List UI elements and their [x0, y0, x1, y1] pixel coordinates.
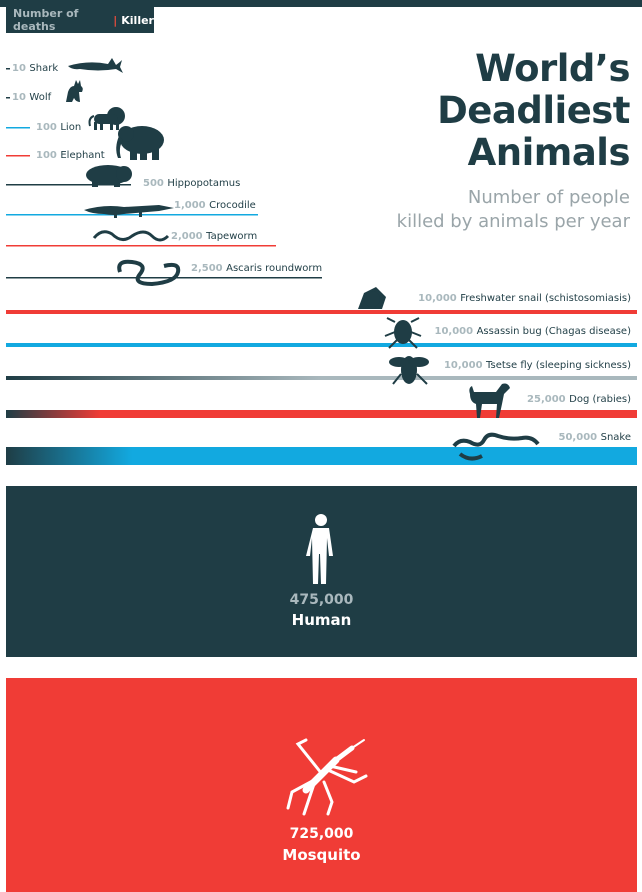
human-name-label: Human: [291, 611, 352, 629]
category-label: Elephant: [60, 150, 104, 161]
mosquito-value-label: 725,000: [289, 826, 354, 842]
page-subtitle: Number of people killed by animals per y…: [397, 186, 630, 234]
bar-label-snail: 10,000 Freshwater snail (schistosomiasis…: [418, 293, 631, 304]
bar-label-tsetse-fly: 10,000 Tsetse fly (sleeping sickness): [444, 360, 631, 371]
title-line-2: Deadliest: [437, 89, 630, 132]
value-label: 1,000: [174, 200, 209, 211]
category-label: Dog (rabies): [569, 394, 631, 405]
category-label: Freshwater snail (schistosomiasis): [460, 293, 631, 304]
dog-icon: [469, 383, 510, 418]
value-label: 25,000: [527, 394, 569, 405]
hippopotamus-icon: [86, 165, 132, 187]
value-label: 10,000: [435, 326, 477, 337]
category-label: Wolf: [29, 92, 51, 103]
bar-crocodile: [6, 214, 258, 216]
bar-elephant: [6, 155, 30, 157]
category-label: Ascaris roundworm: [226, 263, 322, 274]
category-label: Tsetse fly (sleeping sickness): [485, 360, 631, 371]
value-label: 10: [12, 63, 29, 74]
bar-assassin-bug: [6, 343, 637, 347]
bar-tsetse-fly: [6, 376, 637, 380]
category-label: Tapeworm: [205, 231, 257, 242]
bar-label-dog: 25,000 Dog (rabies): [527, 394, 631, 405]
mosquito-icon: [286, 738, 368, 816]
bar-hippopotamus: [6, 184, 131, 186]
bar-label-wolf: 10 Wolf: [12, 92, 52, 103]
shark-icon: [68, 58, 123, 73]
top-bar: [0, 0, 642, 7]
snake-icon: [452, 432, 540, 461]
bar-snake: [6, 447, 637, 465]
bar-tapeworm: [6, 245, 276, 247]
header-value-label: Number of deaths: [13, 7, 79, 33]
value-label: 100: [36, 150, 60, 161]
tsetse-fly-icon: [389, 356, 429, 385]
value-label: 2,500: [191, 263, 226, 274]
value-label: 10,000: [444, 360, 486, 371]
category-label: Lion: [60, 122, 81, 133]
wolf-icon: [66, 80, 83, 102]
bar-label-crocodile: 1,000 Crocodile: [174, 200, 256, 211]
assassin-bug-icon: [384, 317, 422, 349]
category-label: Shark: [29, 63, 58, 74]
category-label: Assassin bug (Chagas disease): [477, 326, 632, 337]
bar-dog: [6, 410, 637, 418]
title-line-1: World’s: [475, 47, 630, 90]
lion-icon: [88, 107, 125, 130]
bar-shark: [6, 68, 10, 70]
page-title: World’s Deadliest Animals: [397, 48, 630, 174]
bar-label-hippopotamus: 500 Hippopotamus: [143, 178, 240, 189]
bar-label-roundworm: 2,500 Ascaris roundworm: [191, 263, 322, 274]
bar-lion: [6, 127, 30, 129]
tapeworm-icon: [92, 230, 170, 242]
value-label: 10,000: [418, 293, 460, 304]
mosquito-block: 725,000 Mosquito: [6, 678, 637, 892]
title-block: World’s Deadliest Animals Number of peop…: [397, 48, 631, 234]
bar-wolf: [6, 97, 10, 99]
header-killer-label: Killer: [121, 13, 154, 27]
human-block: 475,000 Human: [6, 486, 637, 657]
value-label: 500: [143, 178, 167, 189]
category-label: Snake: [601, 432, 631, 443]
bar-label-snake: 50,000 Snake: [559, 432, 631, 443]
value-label: 2,000: [171, 231, 206, 242]
elephant-icon: [116, 126, 164, 160]
header-divider: |: [113, 13, 118, 27]
category-label: Hippopotamus: [167, 178, 240, 189]
snail-icon: [358, 287, 386, 309]
bar-label-tapeworm: 2,000 Tapeworm: [171, 231, 257, 242]
bar-roundworm: [6, 277, 322, 279]
legend-header: Number of deaths | Killer: [6, 7, 154, 33]
value-label: 10: [12, 92, 29, 103]
subtitle-line-2: killed by animals per year: [396, 211, 630, 232]
value-label: 50,000: [559, 432, 601, 443]
crocodile-icon: [84, 205, 174, 218]
mosquito-name-label: Mosquito: [282, 846, 361, 864]
roundworm-icon: [117, 259, 181, 287]
bar-snail: [6, 310, 637, 314]
bar-label-shark: 10 Shark: [12, 63, 58, 74]
value-label: 100: [36, 122, 60, 133]
human-icon: [306, 514, 333, 584]
human-value-label: 475,000: [289, 592, 354, 608]
category-label: Crocodile: [209, 200, 256, 211]
title-line-3: Animals: [467, 131, 631, 174]
bar-label-assassin-bug: 10,000 Assassin bug (Chagas disease): [435, 326, 632, 337]
subtitle-line-1: Number of people: [467, 187, 630, 208]
bar-label-elephant: 100 Elephant: [36, 150, 105, 161]
bar-label-lion: 100 Lion: [36, 122, 81, 133]
